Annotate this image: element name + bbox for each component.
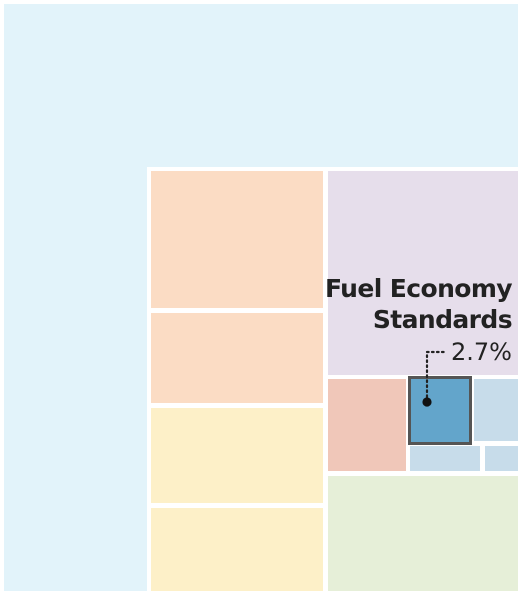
treemap-cell-salmon bbox=[328, 379, 406, 471]
treemap-cell-light-blue-bottom bbox=[410, 446, 480, 471]
treemap-cell-yellow-upper bbox=[151, 408, 323, 503]
highlight-title-line2: Standards bbox=[372, 305, 513, 334]
treemap-cell-fuel-economy-standards bbox=[408, 376, 472, 445]
treemap-cell-orange-middle bbox=[151, 313, 323, 403]
treemap-cell-light-blue-small bbox=[485, 446, 518, 471]
treemap-cell-orange-top bbox=[151, 171, 323, 308]
highlight-value-label: 2.7% bbox=[451, 338, 512, 366]
treemap-cell-purple bbox=[328, 171, 518, 375]
highlight-title-line1: Fuel Economy bbox=[324, 274, 513, 303]
leader-dot bbox=[422, 397, 432, 407]
treemap-cell-yellow-lower bbox=[151, 508, 323, 591]
treemap-cell-light-blue-right bbox=[474, 379, 518, 441]
treemap-cell-green bbox=[328, 476, 518, 591]
